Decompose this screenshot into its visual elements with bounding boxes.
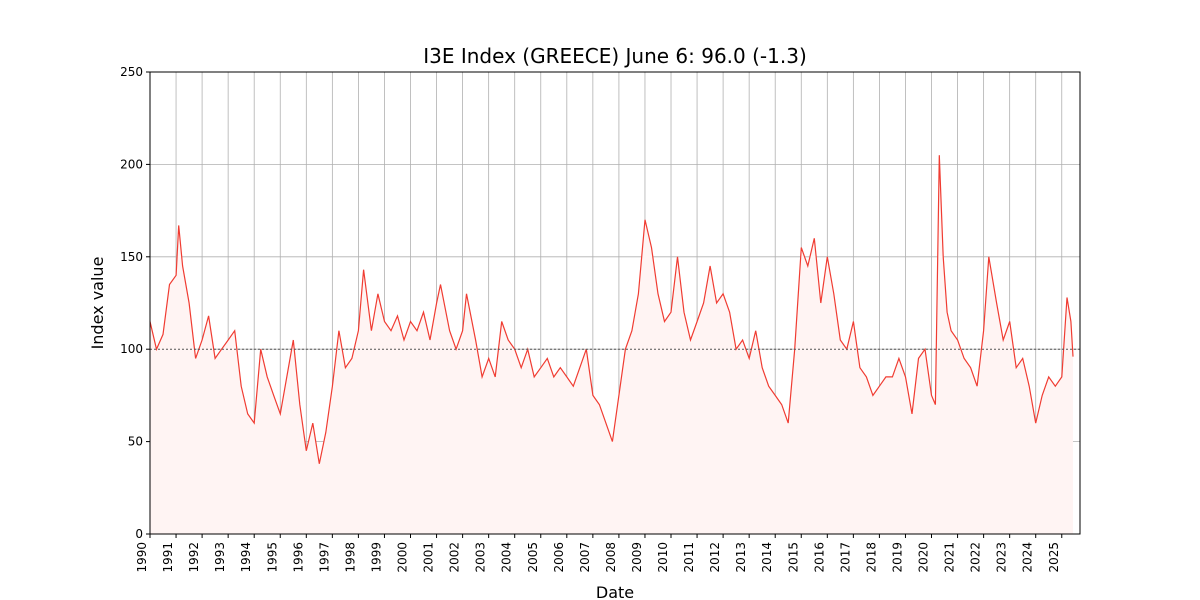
x-tick-label: 2006	[552, 542, 566, 573]
x-tick-label: 2015	[786, 542, 800, 573]
y-tick-label: 50	[128, 435, 143, 449]
x-tick-label: 2017	[838, 542, 852, 573]
x-tick-label: 1999	[369, 542, 383, 573]
y-tick-label: 250	[120, 65, 143, 79]
x-tick-label: 2021	[943, 542, 957, 573]
x-tick-label: 2007	[578, 542, 592, 573]
x-tick-label: 2003	[474, 542, 488, 573]
x-tick-label: 1998	[343, 542, 357, 573]
x-tick-label: 1993	[213, 542, 227, 573]
x-tick-label: 2009	[630, 542, 644, 573]
x-tick-label: 2023	[995, 542, 1009, 573]
x-tick-label: 1992	[187, 542, 201, 573]
x-tick-label: 1997	[317, 542, 331, 573]
x-tick-label: 2020	[917, 542, 931, 573]
x-tick-label: 2025	[1047, 542, 1061, 573]
series-line	[149, 155, 1074, 464]
x-axis-label: Date	[596, 583, 634, 600]
y-axis-label: Index value	[88, 257, 107, 350]
x-tick-label: 2018	[864, 542, 878, 573]
x-tick-label: 2016	[812, 542, 826, 573]
x-tick-label: 2001	[422, 542, 436, 573]
x-tick-label: 2014	[760, 542, 774, 573]
y-tick-label: 150	[120, 250, 143, 264]
y-tick-label: 100	[120, 342, 143, 356]
x-tick-label: 1994	[239, 542, 253, 573]
x-tick-label: 2013	[734, 542, 748, 573]
x-tick-label: 1996	[291, 542, 305, 573]
x-tick-label: 1995	[265, 542, 279, 573]
y-tick-label: 200	[120, 157, 143, 171]
plot-frame	[149, 71, 1081, 535]
y-tick-label: 0	[135, 527, 143, 541]
x-tick-label: 2024	[1021, 542, 1035, 573]
x-tick-label: 2012	[708, 542, 722, 573]
x-tick-label: 1990	[135, 542, 149, 573]
x-tick-label: 2004	[500, 542, 514, 573]
x-tick-label: 2000	[396, 542, 410, 573]
area	[150, 155, 1073, 534]
x-tick-label: 2008	[604, 542, 618, 573]
x-tick-label: 2002	[448, 542, 462, 573]
chart-title: I3E Index (GREECE) June 6: 96.0 (-1.3)	[423, 44, 807, 68]
x-tick-label: 2010	[656, 542, 670, 573]
x-tick-label: 2005	[526, 542, 540, 573]
x-tick-label: 2011	[682, 542, 696, 573]
x-tick-label: 2022	[969, 542, 983, 573]
x-tick-label: 1991	[161, 542, 175, 573]
x-tick-label: 2019	[890, 542, 904, 573]
